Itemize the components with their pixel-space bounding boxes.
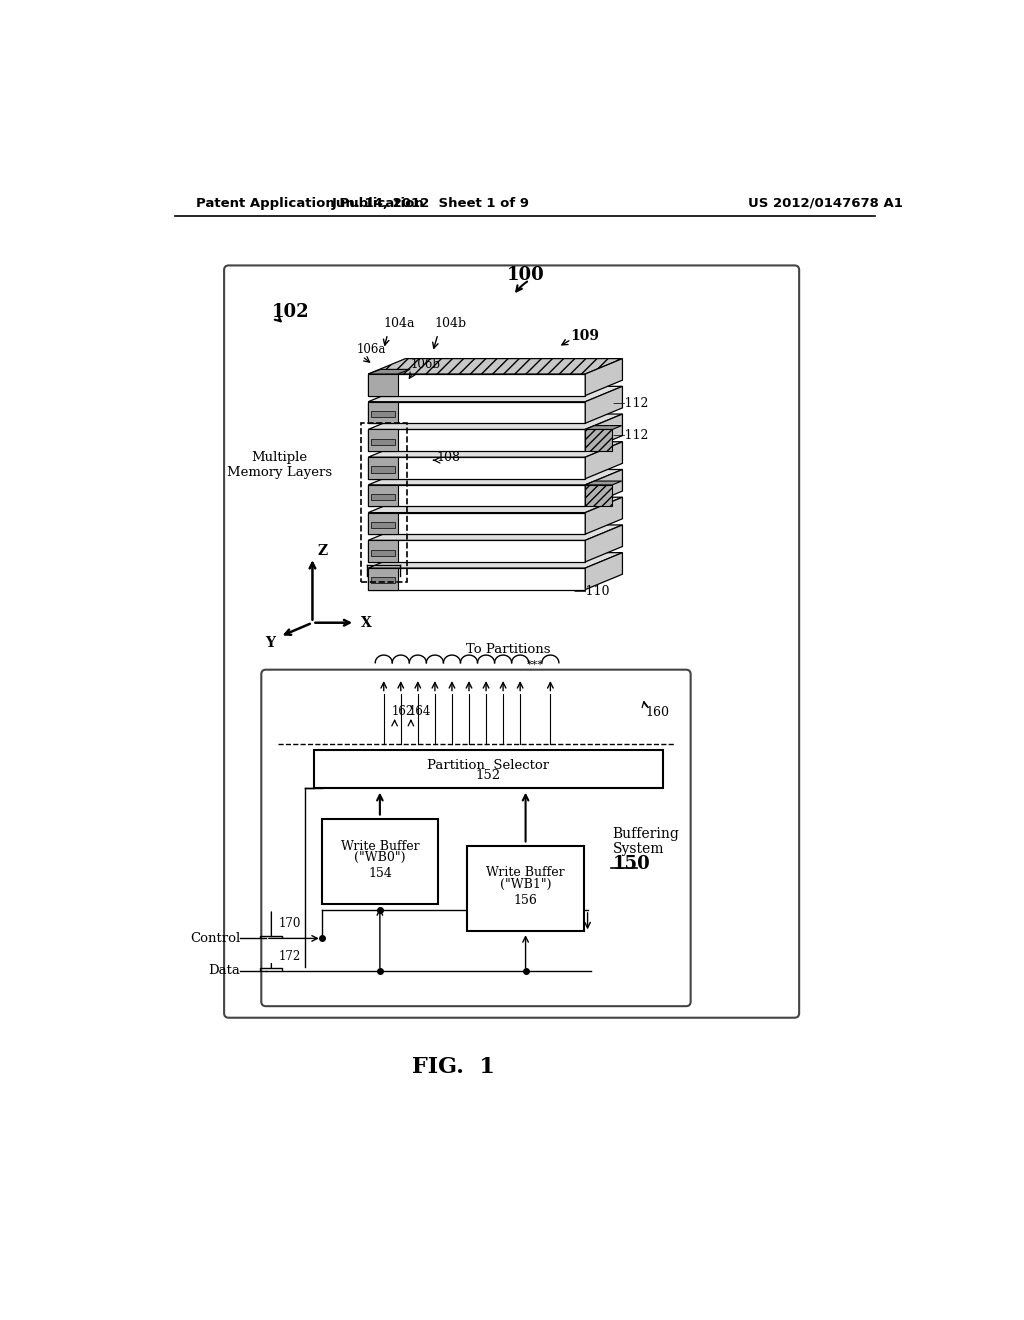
Text: 104b: 104b xyxy=(434,317,466,330)
Text: 162: 162 xyxy=(391,705,414,718)
Polygon shape xyxy=(369,484,397,507)
Polygon shape xyxy=(586,414,623,451)
Polygon shape xyxy=(586,442,623,479)
Polygon shape xyxy=(369,553,623,568)
FancyBboxPatch shape xyxy=(467,846,584,931)
Polygon shape xyxy=(369,498,623,512)
Polygon shape xyxy=(586,387,623,424)
Polygon shape xyxy=(369,470,623,484)
Text: Partition  Selector: Partition Selector xyxy=(427,759,550,772)
FancyBboxPatch shape xyxy=(314,750,663,788)
Text: 104a: 104a xyxy=(384,317,416,330)
Text: X: X xyxy=(360,615,372,630)
Polygon shape xyxy=(586,498,623,535)
Polygon shape xyxy=(586,470,623,507)
Text: Patent Application Publication: Patent Application Publication xyxy=(197,197,424,210)
Text: 172: 172 xyxy=(280,950,301,964)
Polygon shape xyxy=(586,484,612,507)
Text: 109: 109 xyxy=(569,329,599,342)
Text: 164: 164 xyxy=(409,705,431,718)
Polygon shape xyxy=(369,484,586,507)
Polygon shape xyxy=(372,466,394,473)
Polygon shape xyxy=(372,549,394,556)
Text: Control: Control xyxy=(190,932,241,945)
Text: US 2012/0147678 A1: US 2012/0147678 A1 xyxy=(748,197,903,210)
Polygon shape xyxy=(369,525,623,540)
Text: ("WB1"): ("WB1") xyxy=(500,878,551,891)
Polygon shape xyxy=(369,568,586,590)
FancyBboxPatch shape xyxy=(224,265,799,1018)
Polygon shape xyxy=(372,521,394,528)
Polygon shape xyxy=(369,540,586,562)
Text: 156: 156 xyxy=(514,894,538,907)
Polygon shape xyxy=(586,525,623,562)
Polygon shape xyxy=(369,442,623,457)
Polygon shape xyxy=(369,401,397,424)
Polygon shape xyxy=(369,512,586,535)
Polygon shape xyxy=(372,438,394,445)
Polygon shape xyxy=(369,457,397,479)
Text: 106a: 106a xyxy=(356,343,386,356)
Text: —112: —112 xyxy=(612,397,649,409)
Polygon shape xyxy=(586,429,612,451)
Text: 152: 152 xyxy=(476,770,501,783)
Text: 102: 102 xyxy=(271,304,309,321)
Text: Buffering: Buffering xyxy=(612,826,679,841)
Polygon shape xyxy=(372,577,394,583)
Polygon shape xyxy=(369,374,586,396)
Text: Write Buffer: Write Buffer xyxy=(341,840,419,853)
Polygon shape xyxy=(369,429,586,451)
Polygon shape xyxy=(369,568,397,590)
Text: 150: 150 xyxy=(612,855,650,874)
Polygon shape xyxy=(369,457,586,479)
Polygon shape xyxy=(369,414,623,429)
Polygon shape xyxy=(369,387,623,401)
Polygon shape xyxy=(372,494,394,500)
Text: Multiple
Memory Layers: Multiple Memory Layers xyxy=(226,451,332,479)
Text: Jun. 14, 2012  Sheet 1 of 9: Jun. 14, 2012 Sheet 1 of 9 xyxy=(331,197,529,210)
Polygon shape xyxy=(369,370,410,374)
Text: 100: 100 xyxy=(507,267,545,284)
Polygon shape xyxy=(369,429,397,451)
Text: 160: 160 xyxy=(646,706,670,719)
Text: 106b: 106b xyxy=(411,358,441,371)
Polygon shape xyxy=(586,553,623,590)
Text: Write Buffer: Write Buffer xyxy=(486,866,565,879)
Text: —112: —112 xyxy=(612,429,649,442)
Polygon shape xyxy=(372,411,394,417)
Text: 108: 108 xyxy=(436,450,461,463)
Text: ("WB0"): ("WB0") xyxy=(354,851,406,865)
Text: 170: 170 xyxy=(280,916,301,929)
Polygon shape xyxy=(586,425,622,429)
Polygon shape xyxy=(586,359,623,396)
Polygon shape xyxy=(369,540,397,562)
Text: To Partitions: To Partitions xyxy=(466,643,550,656)
Polygon shape xyxy=(369,359,623,374)
Polygon shape xyxy=(369,374,397,396)
Polygon shape xyxy=(369,401,586,424)
Polygon shape xyxy=(369,512,397,535)
FancyBboxPatch shape xyxy=(322,818,438,904)
Text: FIG.  1: FIG. 1 xyxy=(412,1056,495,1078)
Text: 154: 154 xyxy=(368,867,392,880)
Text: Data: Data xyxy=(209,964,241,977)
Text: Z: Z xyxy=(317,544,328,558)
Polygon shape xyxy=(586,480,622,484)
Text: —110: —110 xyxy=(573,585,610,598)
Text: ***: *** xyxy=(526,660,544,671)
Text: System: System xyxy=(612,842,664,857)
Text: Y: Y xyxy=(265,636,275,649)
FancyBboxPatch shape xyxy=(261,669,690,1006)
